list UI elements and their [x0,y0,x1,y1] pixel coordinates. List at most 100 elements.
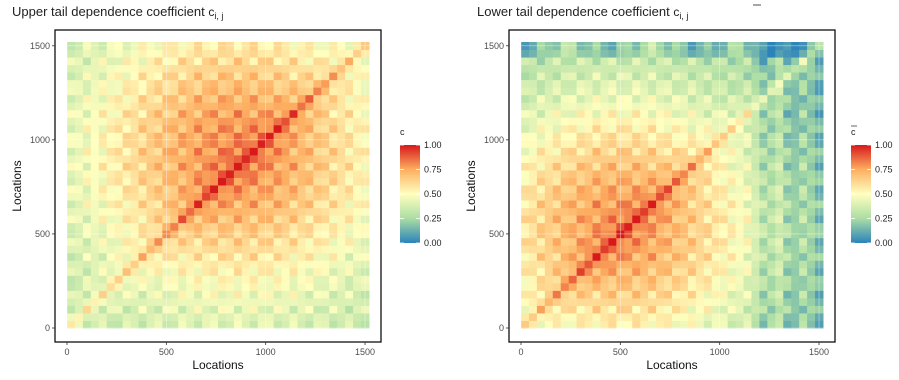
heatmap-cell [608,147,617,156]
heatmap-cell [114,72,124,81]
heatmap-cell [584,215,594,224]
heatmap-cell [536,282,546,291]
heatmap-cell [807,252,816,261]
heatmap-cell [727,139,737,148]
heatmap-cell [767,237,776,246]
heatmap-cell [321,169,330,178]
heatmap-cell [170,169,179,178]
heatmap-cell [727,147,737,156]
heatmap-cell [210,222,219,231]
heatmap-cell [154,282,163,291]
heatmap-cell [576,290,586,299]
heatmap-cell [672,94,681,103]
heatmap-cell [552,109,562,118]
heatmap-cell [536,132,546,141]
heatmap-cell [807,237,816,246]
heatmap-cell [233,139,243,148]
heatmap-cell [345,275,354,284]
heatmap-cell [194,320,203,329]
colorbar [400,145,420,243]
heatmap-cell [154,177,163,186]
heatmap-cell [233,260,243,269]
heatmap-cell [576,49,586,58]
heatmap-cell [67,185,76,194]
heatmap-cell [289,192,298,201]
heatmap-cell [632,207,641,216]
heatmap-cell [90,320,100,329]
x-tick-label: 500 [159,347,174,357]
heatmap-cell [695,282,705,291]
heatmap-cell [114,275,124,284]
heatmap-cell [751,102,760,111]
heatmap-cell [640,237,649,246]
heatmap-cell [130,185,140,194]
heatmap-cell [313,57,322,66]
heatmap-cell [289,252,298,261]
heatmap-cell [154,260,163,269]
heatmap-cell [138,290,147,299]
heatmap-cell [521,117,530,126]
heatmap-cell [544,207,554,216]
heatmap-cell [345,207,354,216]
heatmap-cell [632,124,641,133]
heatmap-cell [329,147,338,156]
heatmap-cell [791,94,800,103]
heatmap-cell [202,312,211,321]
heatmap-cell [656,72,665,81]
heatmap-cell [528,312,538,321]
heatmap-cell [767,275,776,284]
heatmap-cell [289,132,298,141]
heatmap-cell [560,49,570,58]
heatmap-cell [194,177,203,186]
heatmap-cell [74,275,84,284]
heatmap-cell [807,267,816,276]
heatmap-cell [656,139,665,148]
heatmap-cell [544,87,554,96]
heatmap-cell [568,72,578,81]
chart-title: Lower tail dependence coefficient ci, j [477,4,688,21]
heatmap-cell [146,320,155,329]
heatmap-cell [640,275,649,284]
heatmap-cell [672,320,681,329]
heatmap-cell [632,275,641,284]
heatmap-cell [241,320,251,329]
heatmap-cell [146,72,155,81]
heatmap-cell [305,320,314,329]
heatmap-cell [233,177,243,186]
heatmap-cell [305,305,314,314]
heatmap-cell [130,192,140,201]
heatmap-cell [791,252,800,261]
heatmap-cell [233,312,243,321]
heatmap-cell [82,305,92,314]
heatmap-cell [337,222,346,231]
heatmap-cell [743,94,752,103]
heatmap-cell [146,275,155,284]
heatmap-cell [568,320,578,329]
heatmap-cell [74,252,84,261]
heatmap-cell [711,275,721,284]
heatmap-cell [98,87,108,96]
heatmap-cell [640,49,649,58]
heatmap-cell [552,132,562,141]
heatmap-cell [703,267,713,276]
heatmap-cell [719,124,729,133]
heatmap-cell [584,147,594,156]
heatmap-cell [345,237,354,246]
heatmap-cell [313,169,322,178]
heatmap-cell [568,252,578,261]
heatmap-cell [265,132,275,141]
heatmap-cell [202,169,211,178]
heatmap-cell [225,147,235,156]
heatmap-cell [337,297,346,306]
heatmap-cell [640,147,649,156]
heatmap-cell [743,305,752,314]
heatmap-cell [743,275,752,284]
heatmap-cell [799,72,808,81]
heatmap-cell [687,305,697,314]
heatmap-cell [114,94,124,103]
heatmap-cell [751,124,760,133]
heatmap-cell [552,222,562,231]
heatmap-cell [632,132,641,141]
heatmap-cell [74,124,84,133]
heatmap-cell [560,192,570,201]
